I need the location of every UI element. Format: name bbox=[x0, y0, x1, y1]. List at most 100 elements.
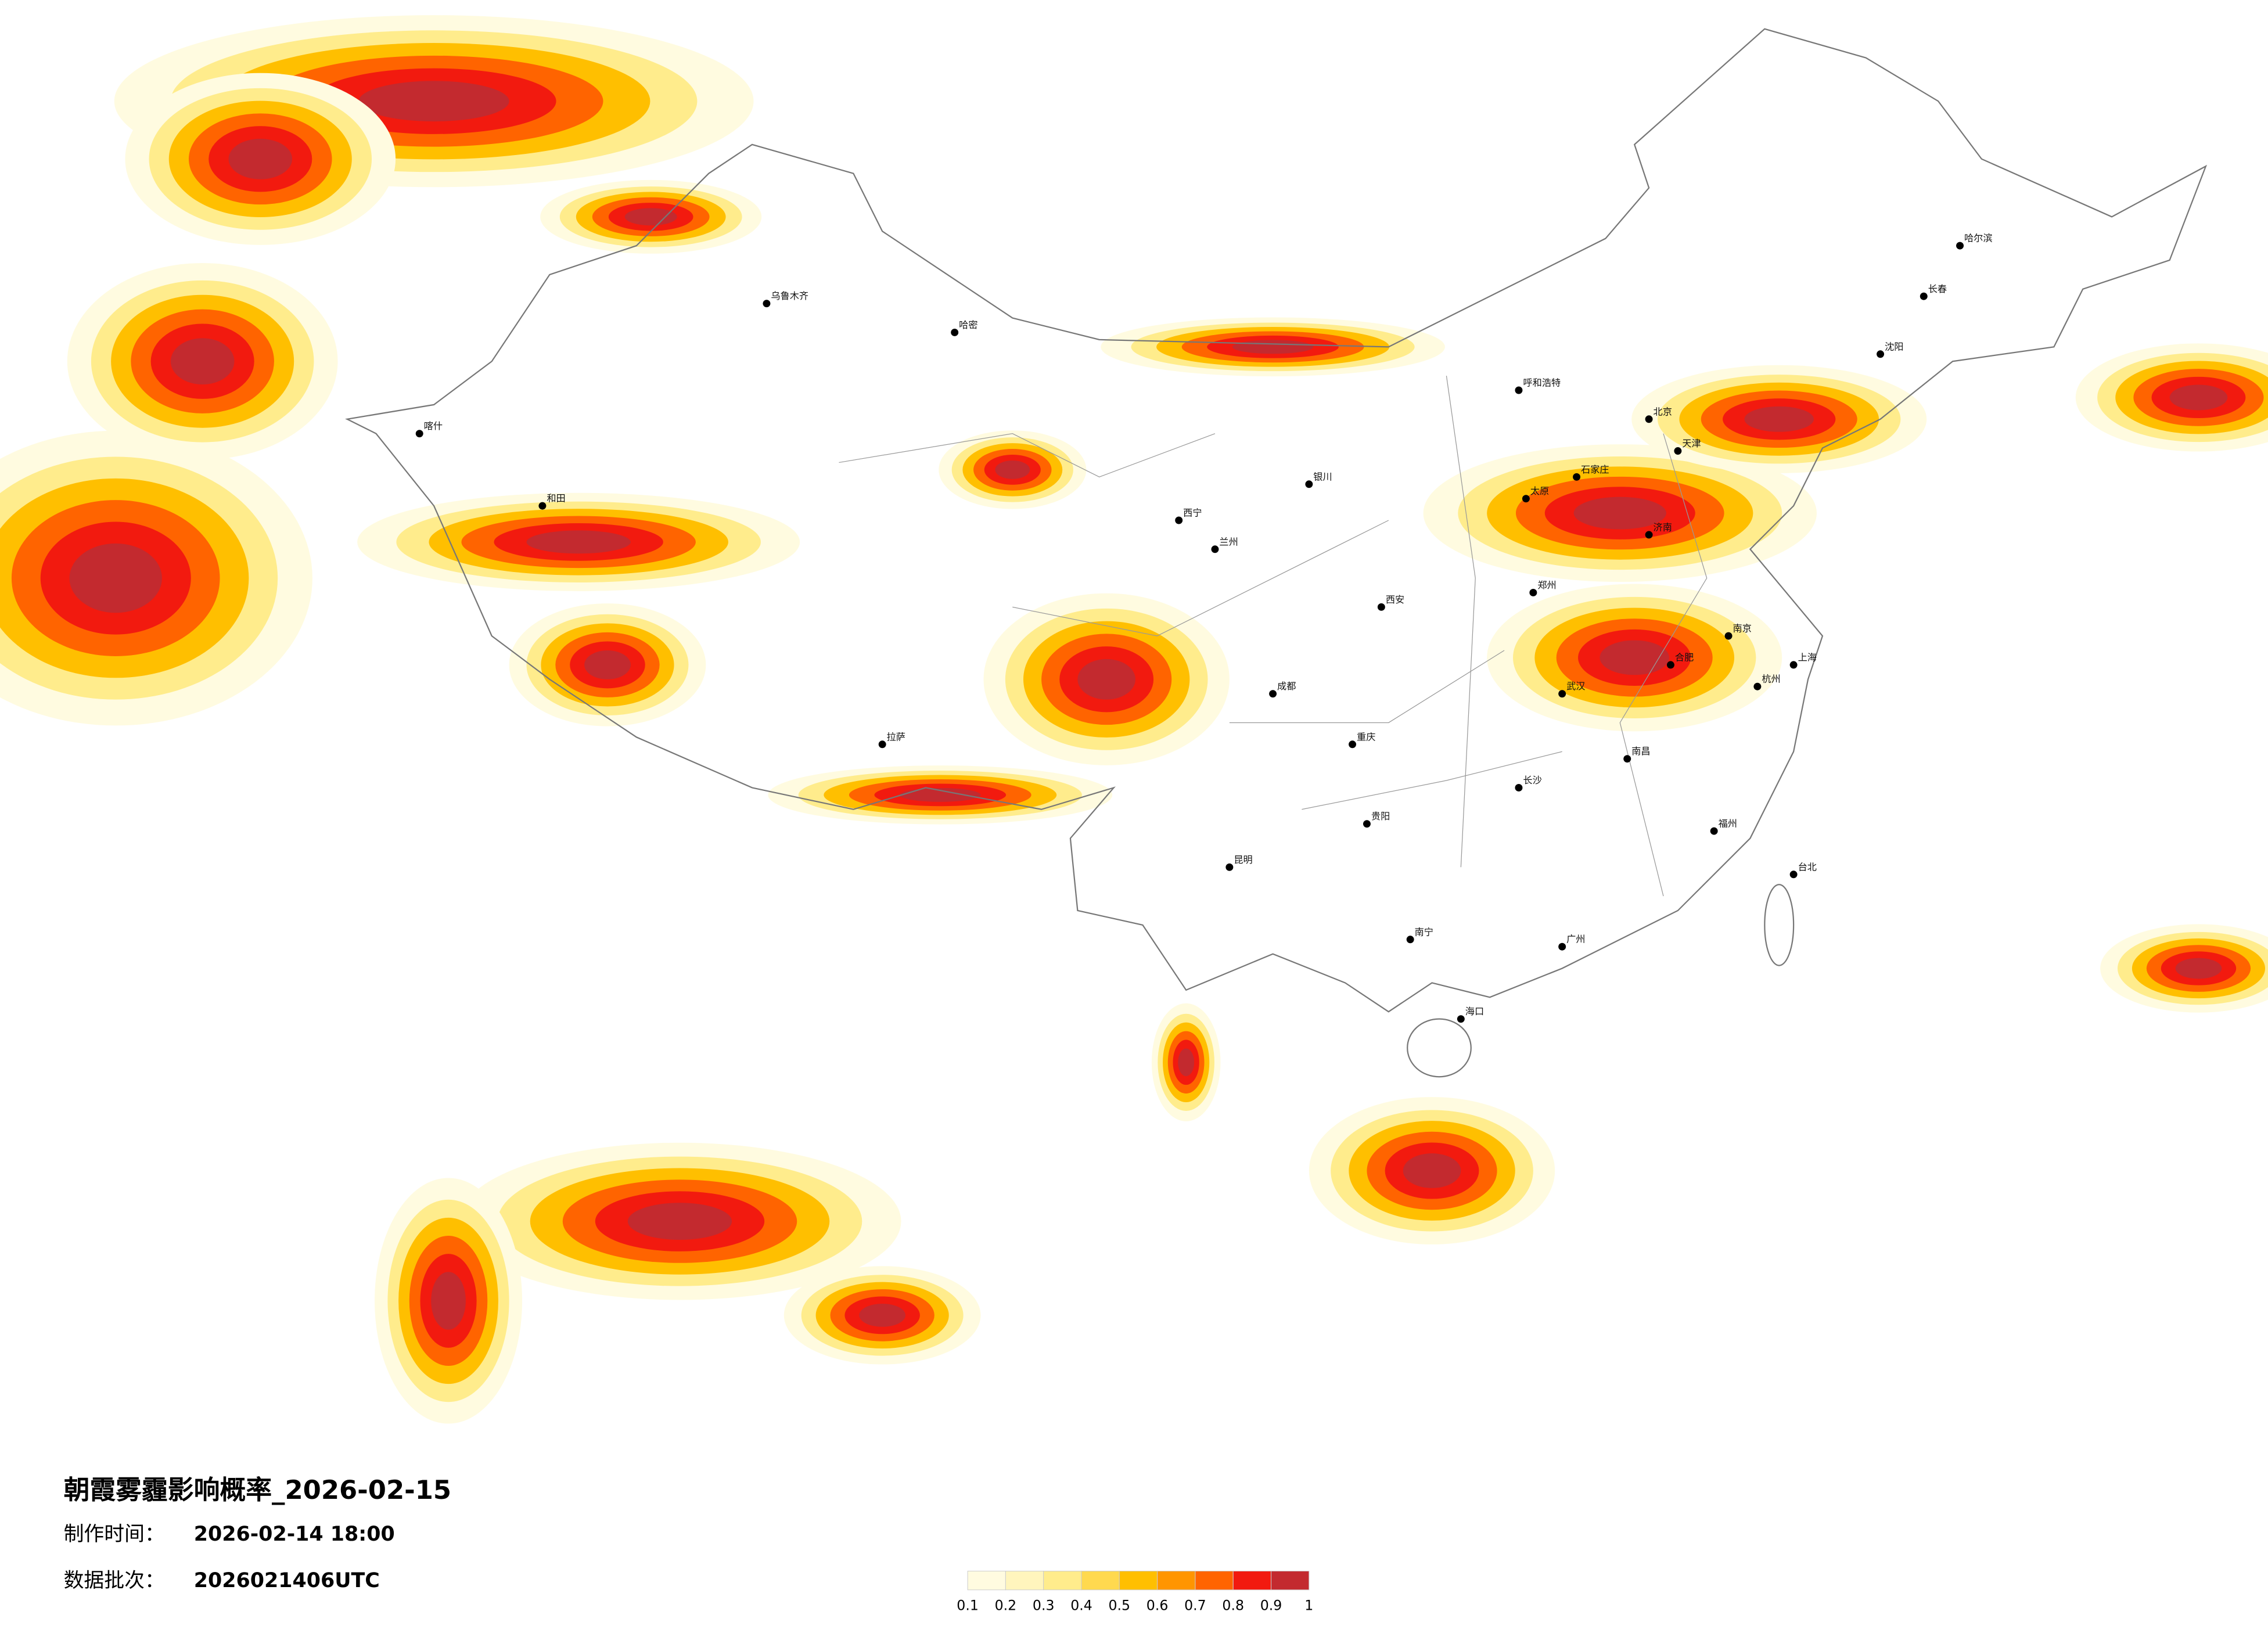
made-value: 2026-02-14 18:00 bbox=[194, 1523, 395, 1546]
city-label: 银川 bbox=[1313, 471, 1332, 482]
city-label: 济南 bbox=[1654, 521, 1672, 533]
city-label: 拉萨 bbox=[887, 731, 905, 742]
field-patch bbox=[1744, 406, 1814, 432]
city-dot bbox=[1753, 682, 1762, 690]
city-dot bbox=[1175, 516, 1183, 524]
field-patch bbox=[526, 530, 631, 554]
city-dot bbox=[1789, 661, 1798, 669]
city-label: 北京 bbox=[1654, 406, 1672, 417]
city-label: 西安 bbox=[1386, 594, 1404, 605]
legend-tick-label: 0.3 bbox=[1033, 1598, 1055, 1614]
city-dot bbox=[1724, 632, 1733, 640]
city-label: 沈阳 bbox=[1885, 341, 1903, 352]
title: 朝霞雾霾影响概率_2026-02-15 bbox=[64, 1474, 452, 1505]
city-label: 福州 bbox=[1719, 818, 1737, 829]
field-patch bbox=[859, 1303, 906, 1327]
city-label: 兰州 bbox=[1219, 536, 1238, 547]
city-dot bbox=[415, 430, 423, 438]
city-dot bbox=[1877, 350, 1885, 358]
city-dot bbox=[1710, 827, 1718, 835]
city-label: 长沙 bbox=[1523, 775, 1541, 786]
city-label: 上海 bbox=[1798, 652, 1817, 663]
city-dot bbox=[1457, 1015, 1465, 1023]
made-label: 制作时间： bbox=[64, 1523, 165, 1546]
city-dot bbox=[1645, 531, 1653, 539]
city-label: 合肥 bbox=[1675, 652, 1694, 663]
city-label: 海口 bbox=[1465, 1006, 1484, 1017]
field-patch bbox=[1600, 640, 1669, 675]
city-label: 贵阳 bbox=[1371, 811, 1390, 822]
city-label: 南京 bbox=[1733, 623, 1752, 634]
city-dot bbox=[1558, 690, 1566, 698]
field-patch bbox=[170, 338, 235, 385]
legend-swatch bbox=[1157, 1570, 1196, 1591]
field-patch bbox=[1232, 340, 1314, 354]
field-patch bbox=[1573, 497, 1666, 530]
city-dot bbox=[1674, 447, 1682, 455]
legend-tick-label: 0.8 bbox=[1222, 1598, 1244, 1614]
probability-field bbox=[0, 15, 2268, 1424]
hainan bbox=[1407, 1018, 1472, 1078]
city-label: 郑州 bbox=[1537, 580, 1556, 591]
legend-tick-label: 1 bbox=[1304, 1598, 1313, 1614]
legend-swatch bbox=[1081, 1570, 1120, 1591]
legend-tick-label: 0.2 bbox=[995, 1598, 1017, 1614]
city-label: 和田 bbox=[547, 493, 565, 504]
legend-swatch bbox=[1005, 1570, 1044, 1591]
legend-swatch bbox=[1232, 1570, 1272, 1591]
city-label: 广州 bbox=[1566, 934, 1585, 945]
city-label: 太原 bbox=[1530, 485, 1549, 497]
city-label: 乌鲁木齐 bbox=[771, 290, 808, 301]
city-dot bbox=[1377, 603, 1385, 611]
field-patch bbox=[228, 138, 293, 179]
city-label: 哈尔滨 bbox=[1964, 233, 1993, 244]
city-dot bbox=[1349, 740, 1357, 749]
city-label: 石家庄 bbox=[1581, 464, 1609, 475]
city-label: 昆明 bbox=[1234, 854, 1252, 865]
field-patch bbox=[624, 208, 677, 226]
city-label: 成都 bbox=[1277, 681, 1296, 692]
city-dot bbox=[1645, 415, 1653, 423]
legend-tick-label: 0.7 bbox=[1184, 1598, 1206, 1614]
batch-value: 2026021406UTC bbox=[194, 1569, 380, 1592]
city-dot bbox=[1558, 942, 1566, 951]
city-dot bbox=[1515, 783, 1523, 792]
city-dot bbox=[1920, 292, 1928, 300]
city-dot bbox=[1305, 480, 1313, 488]
city-dot bbox=[1956, 242, 1964, 250]
field-patch bbox=[1178, 1048, 1195, 1077]
city-dot bbox=[878, 740, 886, 749]
city-dot bbox=[1666, 661, 1674, 669]
province-lines bbox=[839, 376, 1708, 897]
field-patch bbox=[2175, 958, 2222, 979]
city-label: 重庆 bbox=[1357, 731, 1375, 742]
city-dot bbox=[1515, 386, 1523, 394]
field-patch bbox=[1403, 1153, 1461, 1188]
field-patch bbox=[431, 1272, 466, 1330]
city-dot bbox=[951, 328, 959, 336]
city-dot bbox=[1789, 870, 1798, 879]
field-patch bbox=[69, 543, 162, 613]
legend: 0.1 0.2 0.3 0.4 0.5 0.6 0.7 0.8 0.9 1 bbox=[957, 1570, 1313, 1614]
city-dot bbox=[1406, 936, 1414, 944]
legend-tick-label: 0.9 bbox=[1260, 1598, 1282, 1614]
legend-swatch bbox=[1043, 1570, 1082, 1591]
city-label: 武汉 bbox=[1566, 681, 1585, 692]
city-dot bbox=[1363, 820, 1371, 828]
city-dot bbox=[1623, 755, 1631, 763]
legend-swatch bbox=[1119, 1570, 1158, 1591]
city-label: 南宁 bbox=[1415, 926, 1433, 937]
legend-tick-label: 0.1 bbox=[957, 1598, 979, 1614]
city-label: 西宁 bbox=[1183, 508, 1202, 519]
city-label: 南昌 bbox=[1631, 746, 1650, 757]
city-dot bbox=[538, 502, 547, 510]
taiwan bbox=[1764, 884, 1795, 966]
city-dot bbox=[1522, 495, 1530, 503]
city-label: 喀什 bbox=[424, 420, 443, 431]
batch-label: 数据批次： bbox=[64, 1569, 165, 1592]
city-dot bbox=[1573, 473, 1581, 481]
legend-tick-label: 0.4 bbox=[1070, 1598, 1092, 1614]
city-dot bbox=[763, 300, 771, 308]
legend-tick-label: 0.5 bbox=[1109, 1598, 1131, 1614]
